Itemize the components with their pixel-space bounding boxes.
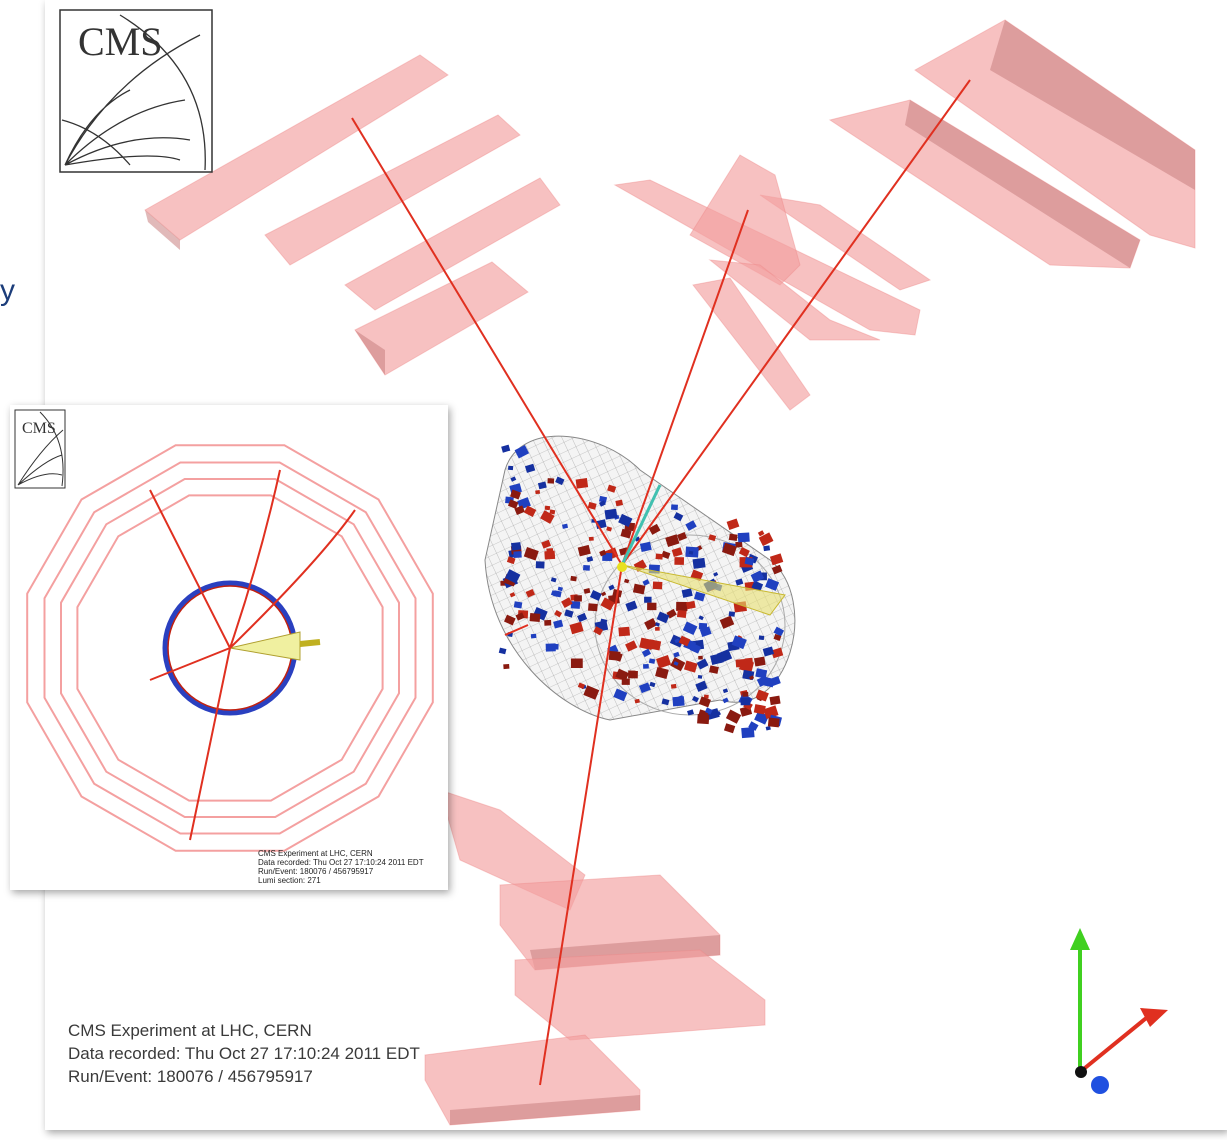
caption-line: CMS Experiment at LHC, CERN — [258, 849, 373, 858]
energy-deposit — [622, 678, 630, 684]
caption-line: Run/Event: 180076 / 456795917 — [68, 1067, 313, 1086]
caption-line: Data recorded: Thu Oct 27 17:10:24 2011 … — [258, 858, 424, 867]
energy-deposit — [551, 644, 558, 650]
energy-deposit — [628, 670, 638, 678]
inset-view: CMS CMS Experiment at LHC, CERN Data rec… — [10, 405, 448, 890]
energy-deposit — [672, 696, 684, 706]
energy-deposit — [677, 610, 687, 618]
energy-deposit — [576, 478, 588, 489]
energy-deposit — [754, 657, 766, 667]
energy-deposit — [655, 627, 660, 631]
energy-deposit — [618, 627, 630, 637]
page: y — [0, 0, 1227, 1140]
energy-deposit — [741, 698, 751, 706]
energy-deposit — [513, 551, 521, 558]
energy-deposit — [769, 696, 780, 705]
energy-deposit — [698, 656, 703, 660]
energy-deposit — [697, 714, 709, 724]
energy-deposit — [759, 635, 765, 640]
energy-deposit — [609, 651, 621, 661]
logo-text: CMS — [22, 420, 56, 437]
energy-deposit — [583, 565, 590, 571]
energy-deposit — [530, 613, 541, 622]
energy-deposit — [735, 542, 742, 548]
energy-deposit — [698, 675, 702, 679]
logo-text: CMS — [78, 19, 163, 64]
energy-deposit — [589, 537, 594, 541]
energy-deposit — [570, 576, 577, 582]
energy-deposit — [503, 664, 509, 669]
energy-deposit — [676, 602, 687, 611]
energy-deposit — [545, 506, 551, 511]
energy-deposit — [536, 561, 545, 568]
partial-label: y — [0, 274, 15, 307]
energy-deposit — [736, 659, 746, 667]
energy-deposit — [644, 597, 651, 603]
energy-deposit — [763, 545, 770, 551]
energy-deposit — [544, 551, 555, 560]
energy-deposit — [508, 466, 513, 470]
energy-deposit — [571, 601, 580, 609]
caption-line: Lumi section: 271 — [258, 876, 321, 885]
energy-deposit — [643, 664, 649, 669]
energy-deposit — [671, 684, 677, 689]
energy-deposit — [729, 534, 738, 541]
energy-deposit — [535, 490, 540, 494]
caption-line: Run/Event: 180076 / 456795917 — [258, 867, 374, 876]
energy-deposit — [647, 603, 656, 611]
energy-deposit — [588, 603, 598, 611]
caption-line: CMS Experiment at LHC, CERN — [68, 1021, 312, 1040]
energy-deposit — [547, 478, 554, 484]
energy-deposit — [653, 581, 663, 589]
energy-deposit — [742, 692, 748, 697]
energy-deposit — [729, 611, 736, 617]
event-display: y — [0, 0, 1227, 1140]
caption-line: Data recorded: Thu Oct 27 17:10:24 2011 … — [68, 1044, 420, 1063]
energy-deposit — [693, 558, 706, 569]
energy-deposit — [656, 554, 663, 560]
energy-deposit — [674, 557, 684, 565]
energy-deposit — [574, 595, 582, 601]
cms-logo: CMS — [60, 10, 212, 172]
energy-deposit — [571, 659, 583, 668]
energy-deposit — [531, 634, 537, 639]
energy-deposit — [738, 532, 750, 542]
energy-deposit — [768, 718, 780, 728]
energy-deposit — [514, 601, 523, 608]
energy-deposit — [671, 504, 678, 510]
energy-deposit — [511, 542, 521, 550]
energy-deposit — [544, 620, 551, 626]
energy-deposit — [605, 509, 618, 520]
